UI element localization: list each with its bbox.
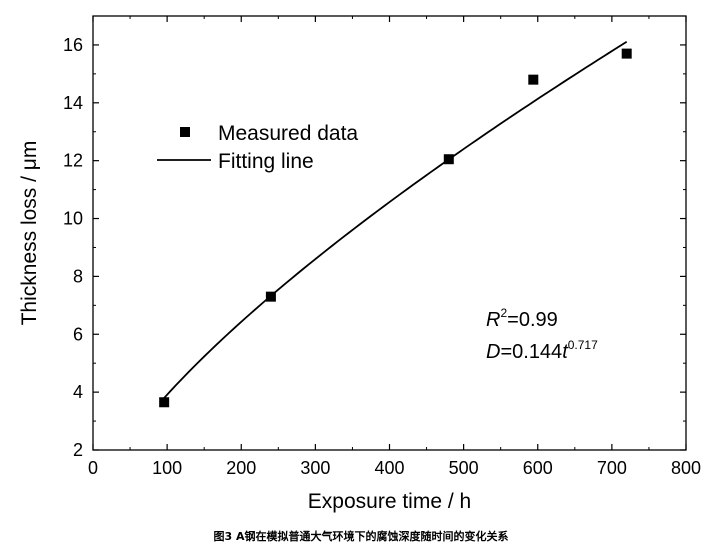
measured-data-point [621,48,632,59]
y-tick-label: 14 [63,93,83,113]
r-squared-annotation: R2=0.99 [486,306,558,331]
x-axis-tick-labels: 0 100 200 300 400 500 600 700 800 [88,458,701,478]
legend: Measured data Fitting line [157,122,358,173]
measured-data-point [528,74,539,85]
equation-annotation: D=0.144t0.717 [486,338,598,363]
measured-data-point [159,397,170,408]
t-exponent: 0.717 [568,338,598,352]
legend-label-measured: Measured data [218,122,358,145]
measured-data-point [265,291,276,302]
y-tick-label: 10 [63,209,83,229]
x-tick-label: 700 [597,458,627,478]
x-tick-label: 100 [152,458,182,478]
d-symbol: D [486,341,500,363]
measured-data-point [443,154,454,165]
y-tick-label: 16 [63,35,83,55]
legend-label-fitting: Fitting line [218,150,314,173]
y-tick-label: 4 [73,382,83,402]
measured-data-markers [159,48,632,408]
fit-annotation: R2=0.99 D=0.144t0.717 [486,306,598,363]
r-value: =0.99 [507,309,558,331]
x-axis-ticks [92,16,687,450]
r-exponent: 2 [500,306,507,320]
y-tick-label: 6 [73,324,83,344]
x-tick-label: 300 [300,458,330,478]
x-tick-label: 200 [226,458,256,478]
x-tick-label: 500 [449,458,479,478]
x-tick-label: 600 [523,458,553,478]
y-axis-ticks [93,15,686,451]
y-tick-label: 8 [73,266,83,286]
t-symbol: t [562,341,569,363]
x-tick-label: 0 [88,458,98,478]
y-tick-label: 2 [73,440,83,460]
x-axis-title: Exposure time / h [308,490,471,513]
legend-marker-measured [180,127,190,137]
y-axis-tick-labels: 2 4 6 8 10 12 14 16 [63,35,83,460]
fitting-line [163,41,628,399]
r-symbol: R [486,309,500,331]
y-axis-title: Thickness loss / μm [18,141,41,326]
x-tick-label: 800 [671,458,701,478]
plot-frame [92,15,687,451]
y-tick-label: 12 [63,151,83,171]
x-tick-label: 400 [374,458,404,478]
d-coefficient: =0.144 [500,341,562,363]
thickness-loss-chart: 0 100 200 300 400 500 600 700 800 2 4 6 8 10 12 14 16 E… [18,15,701,513]
figure-caption: 图3 A钢在模拟普通大气环境下的腐蚀深度随时间的变化关系 [213,530,509,543]
